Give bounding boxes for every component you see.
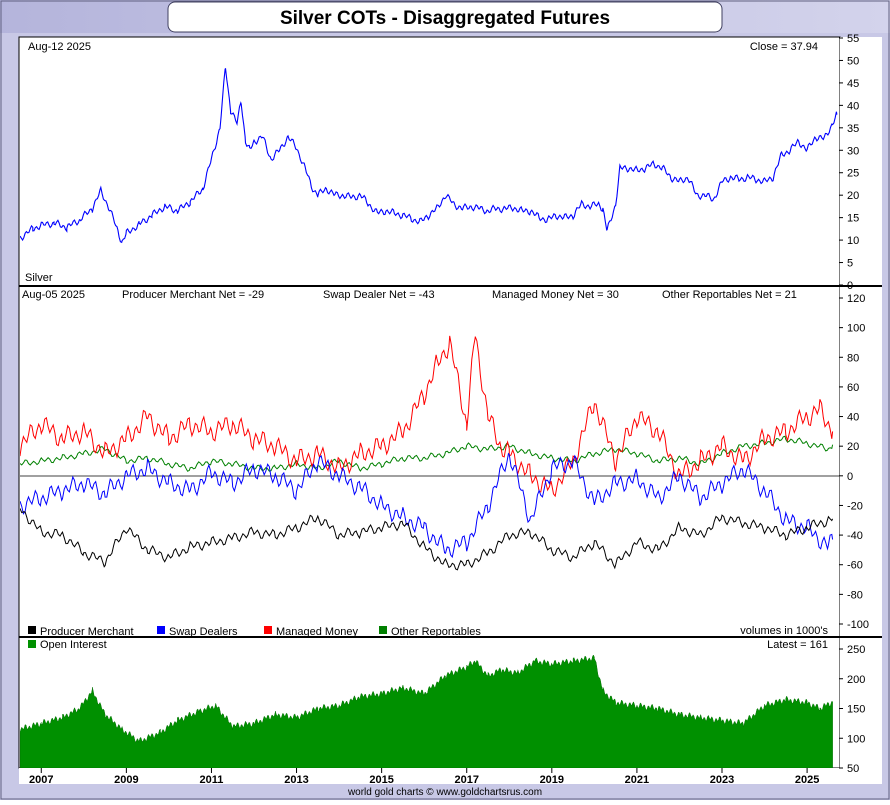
cot-y-tick-label: 0 [847, 471, 853, 483]
price-y-tick-label: 25 [847, 168, 859, 180]
x-tick-label: 2019 [540, 774, 564, 786]
x-tick-label: 2013 [284, 774, 308, 786]
producer-merchant-line [20, 508, 834, 571]
x-tick-label: 2023 [710, 774, 734, 786]
price-date-label: Aug-12 2025 [28, 41, 91, 53]
price-y-tick-label: 50 [847, 55, 859, 67]
oi-y-tick-label: 100 [847, 733, 865, 745]
title-box [167, 1, 723, 33]
units-label: volumes in 1000's [740, 625, 828, 637]
legend-producer: Producer Merchant [40, 626, 134, 638]
legend-swap: Swap Dealers [169, 626, 238, 638]
swap-dealers-line [20, 452, 834, 559]
footer-credit: world gold charts © www.goldchartsrus.co… [347, 787, 542, 798]
price-panel [20, 68, 838, 244]
cot-y-tick-label: 40 [847, 412, 859, 424]
y-axis-strip [840, 37, 882, 768]
legend-other: Other Reportables [391, 626, 481, 638]
oi-y-tick-label: 200 [847, 674, 865, 686]
cot-y-tick-label: 20 [847, 441, 859, 453]
legend-swatch-managed [264, 626, 272, 634]
cot-y-tick-label: 100 [847, 323, 865, 335]
legend-swatch-swap [157, 626, 165, 634]
x-tick-label: 2021 [625, 774, 649, 786]
cot-date-label: Aug-05 2025 [22, 289, 85, 301]
x-axis-strip [19, 768, 882, 784]
oi-y-tick-label: 150 [847, 704, 865, 716]
price-y-tick-label: 0 [847, 280, 853, 292]
open-interest-panel [20, 654, 833, 768]
cot-legend: Producer Merchant Swap Dealers Managed M… [28, 626, 481, 638]
latest-label: Latest = 161 [767, 639, 828, 651]
cot-y-tick-label: -40 [847, 530, 863, 542]
cot-y-tick-label: -100 [847, 619, 869, 631]
price-y-tick-label: 30 [847, 145, 859, 157]
x-tick-label: 2011 [200, 774, 224, 786]
price-y-tick-label: 55 [847, 33, 859, 45]
x-tick-label: 2009 [114, 774, 138, 786]
other-net-label: Other Reportables Net = 21 [662, 289, 797, 301]
silver-price-line [20, 68, 838, 244]
legend-open-interest: Open Interest [40, 639, 107, 651]
oi-y-tick-label: 50 [847, 763, 859, 775]
open-interest-area [20, 654, 833, 768]
producer-net-label: Producer Merchant Net = -29 [122, 289, 264, 301]
managed-money-line [20, 335, 834, 498]
x-tick-label: 2025 [795, 774, 819, 786]
legend-managed: Managed Money [276, 626, 358, 638]
legend-swatch-open-interest [28, 640, 36, 648]
plot-area [18, 36, 841, 769]
x-tick-label: 2017 [454, 774, 478, 786]
cot-y-tick-label: -60 [847, 560, 863, 572]
price-y-tick-label: 5 [847, 258, 853, 270]
price-y-tick-label: 40 [847, 100, 859, 112]
cot-panel [20, 335, 834, 571]
price-y-tick-label: 20 [847, 190, 859, 202]
managed-net-label: Managed Money Net = 30 [492, 289, 619, 301]
oi-y-tick-label: 250 [847, 644, 865, 656]
price-series-label: Silver [25, 272, 53, 284]
price-close-label: Close = 37.94 [750, 41, 818, 53]
cot-y-tick-label: 80 [847, 352, 859, 364]
x-tick-label: 2007 [29, 774, 53, 786]
cot-y-tick-label: 60 [847, 382, 859, 394]
price-y-tick-label: 35 [847, 123, 859, 135]
price-y-tick-label: 10 [847, 235, 859, 247]
axis-ticks: 0510152025303540455055-100-80-60-40-2002… [29, 33, 869, 786]
x-tick-label: 2015 [369, 774, 393, 786]
swap-net-label: Swap Dealer Net = -43 [323, 289, 435, 301]
cot-y-tick-label: -80 [847, 589, 863, 601]
legend-swatch-producer [28, 626, 36, 634]
legend-swatch-other [379, 626, 387, 634]
price-y-tick-label: 15 [847, 213, 859, 225]
price-y-tick-label: 45 [847, 78, 859, 90]
cot-y-tick-label: -20 [847, 500, 863, 512]
chart-title: Silver COTs - Disaggregated Futures [280, 8, 610, 29]
cot-y-tick-label: 120 [847, 293, 865, 305]
